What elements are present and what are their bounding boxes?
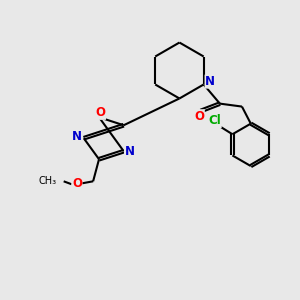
Text: Cl: Cl xyxy=(208,115,221,128)
Text: O: O xyxy=(72,177,82,190)
Text: CH₃: CH₃ xyxy=(38,176,56,186)
Text: N: N xyxy=(72,130,82,143)
Text: O: O xyxy=(95,106,106,119)
Text: O: O xyxy=(194,110,204,123)
Text: N: N xyxy=(205,75,215,88)
Text: N: N xyxy=(124,145,135,158)
